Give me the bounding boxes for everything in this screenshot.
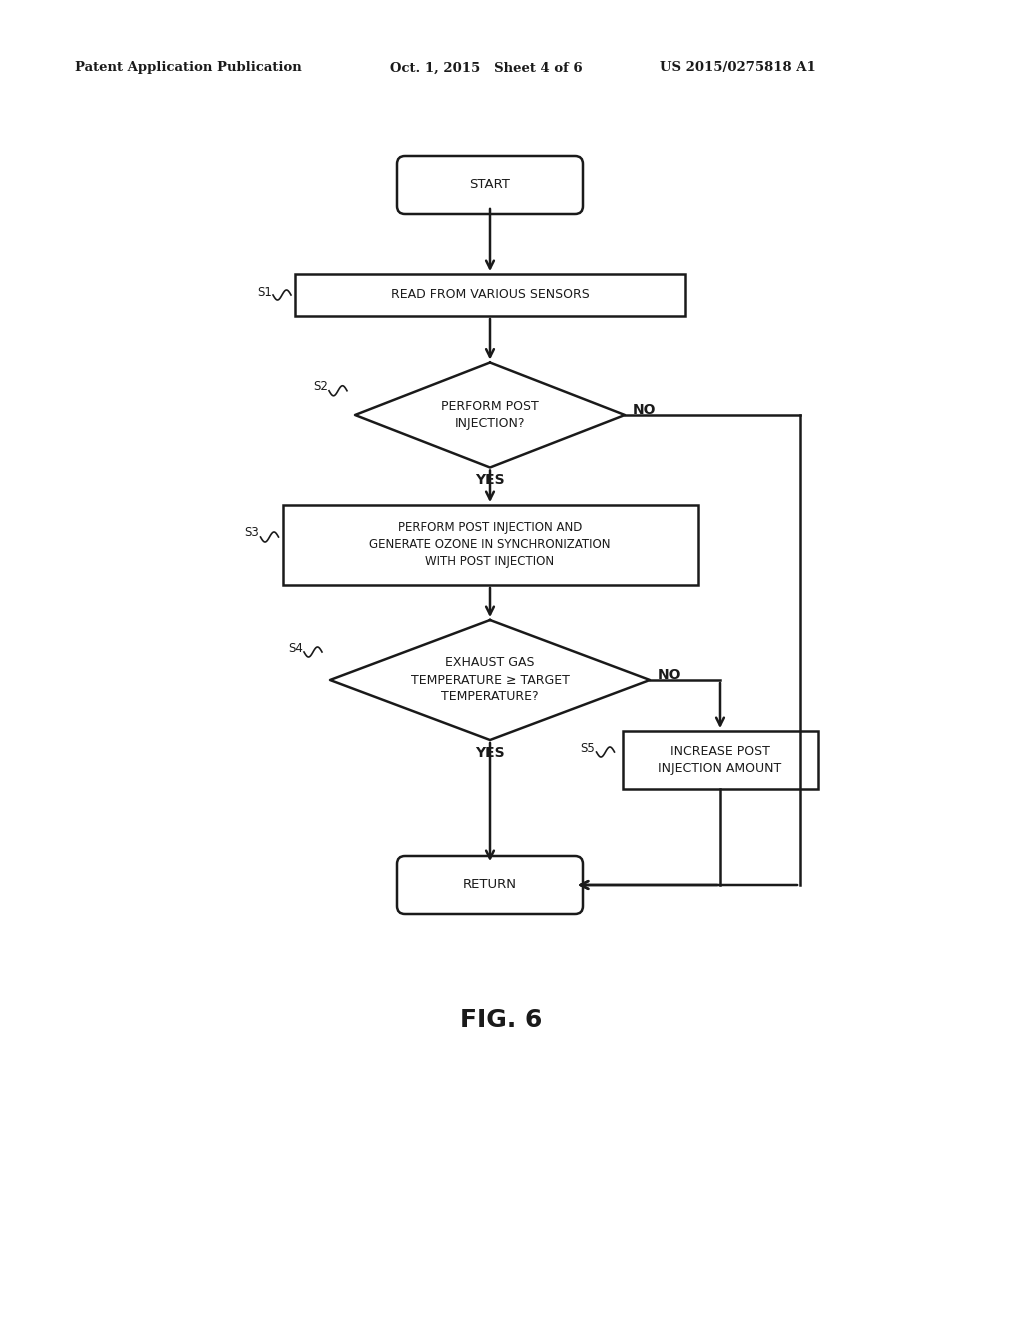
Text: START: START <box>470 178 510 191</box>
Text: S5: S5 <box>581 742 595 755</box>
Text: PERFORM POST INJECTION AND
GENERATE OZONE IN SYNCHRONIZATION
WITH POST INJECTION: PERFORM POST INJECTION AND GENERATE OZON… <box>370 521 610 569</box>
Text: INCREASE POST
INJECTION AMOUNT: INCREASE POST INJECTION AMOUNT <box>658 744 781 775</box>
Text: READ FROM VARIOUS SENSORS: READ FROM VARIOUS SENSORS <box>390 289 590 301</box>
Bar <box>283 506 697 585</box>
Text: S3: S3 <box>245 527 259 540</box>
FancyBboxPatch shape <box>397 156 583 214</box>
Bar <box>295 275 685 315</box>
FancyBboxPatch shape <box>397 855 583 913</box>
Bar <box>623 731 817 789</box>
Text: NO: NO <box>658 668 682 682</box>
Text: YES: YES <box>475 746 505 760</box>
Text: S1: S1 <box>257 286 272 300</box>
Text: S2: S2 <box>313 380 328 393</box>
Text: RETURN: RETURN <box>463 879 517 891</box>
Text: Oct. 1, 2015   Sheet 4 of 6: Oct. 1, 2015 Sheet 4 of 6 <box>390 62 583 74</box>
Text: FIG. 6: FIG. 6 <box>460 1008 543 1032</box>
Text: US 2015/0275818 A1: US 2015/0275818 A1 <box>660 62 816 74</box>
Text: NO: NO <box>633 403 656 417</box>
Text: S4: S4 <box>288 642 303 655</box>
Text: YES: YES <box>475 474 505 487</box>
Text: Patent Application Publication: Patent Application Publication <box>75 62 302 74</box>
Text: EXHAUST GAS
TEMPERATURE ≥ TARGET
TEMPERATURE?: EXHAUST GAS TEMPERATURE ≥ TARGET TEMPERA… <box>411 656 569 704</box>
Text: PERFORM POST
INJECTION?: PERFORM POST INJECTION? <box>441 400 539 430</box>
